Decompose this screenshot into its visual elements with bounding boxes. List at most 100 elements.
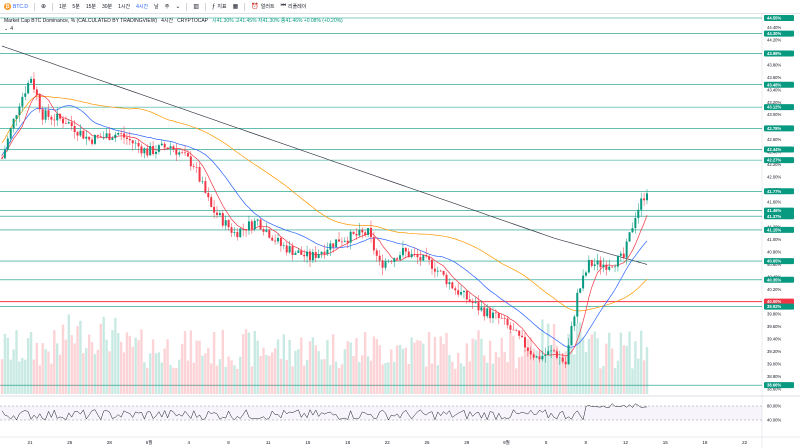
volume-bar <box>320 359 323 394</box>
volume-bar <box>157 352 161 394</box>
volume-bar <box>180 343 184 394</box>
price-level-badge <box>764 258 794 265</box>
candle-body <box>399 255 402 260</box>
interval-week[interactable]: 주 <box>164 4 170 10</box>
candle-body <box>268 229 271 238</box>
candle-body <box>50 116 53 120</box>
volume-bar <box>122 352 126 394</box>
candle-body <box>584 272 587 276</box>
candle-body <box>573 316 576 326</box>
price-tick-label: 41.20% <box>767 224 781 229</box>
candle-body <box>355 233 358 236</box>
volume-bar <box>355 338 358 394</box>
replay-label: 리플레이 <box>287 4 307 10</box>
candle-body <box>201 181 204 182</box>
volume-bar <box>570 334 573 394</box>
volume-bar <box>87 334 91 394</box>
chevron-down-icon[interactable]: ⌄ <box>175 4 181 10</box>
candle-body <box>192 166 195 167</box>
volume-bar <box>76 326 79 394</box>
candle-body <box>99 136 102 138</box>
candle-body <box>404 247 407 252</box>
candle-body <box>521 335 524 338</box>
candle-body <box>247 221 250 231</box>
price-level-badge <box>764 226 794 233</box>
candle-body <box>160 143 163 146</box>
price-tick-label: 43.40% <box>767 87 781 92</box>
candle-body <box>82 130 85 139</box>
volume-bar <box>128 335 132 394</box>
volume-bar <box>372 336 376 394</box>
candlestick-icon[interactable]: ▥ <box>193 4 200 10</box>
legend-title: Market Cap BTC Dominance, % (CALCULATED … <box>4 17 158 24</box>
volume-bar <box>134 337 137 394</box>
candle-body <box>175 149 178 155</box>
candle-body <box>189 156 192 167</box>
candle-body <box>152 146 155 155</box>
alert-button[interactable]: ⏰ 얼러트 <box>251 3 274 10</box>
oscillator-line <box>1 403 648 421</box>
interval-1m[interactable]: 1분 <box>59 4 67 10</box>
price-tick-label: 40.60% <box>767 262 781 267</box>
chart-area[interactable]: 44.40%44.20%44.00%43.80%43.60%43.40%43.2… <box>0 14 800 448</box>
candle-body <box>628 232 631 242</box>
candle-body <box>213 206 216 213</box>
volume-bar <box>454 368 457 394</box>
candle-body <box>555 351 558 358</box>
candle-body <box>433 268 436 272</box>
price-chart[interactable]: 44.40%44.20%44.00%43.80%43.60%43.40%43.2… <box>0 14 800 448</box>
interval-day[interactable]: 날 <box>154 4 159 10</box>
grid-icon[interactable]: ▦ <box>232 4 239 10</box>
indicators-button[interactable]: ƒ 지표 <box>212 3 227 11</box>
candle-body <box>15 115 18 119</box>
replay-button[interactable]: ⏮ 리플레이 <box>281 3 307 10</box>
candle-body <box>500 318 503 319</box>
volume-bar <box>332 334 335 394</box>
time-axis-label: 5 <box>545 440 548 445</box>
volume-bar <box>207 347 210 394</box>
candle-body <box>59 113 62 119</box>
symbol-selector[interactable]: ₿ BTC.D <box>4 3 28 10</box>
candle-body <box>523 337 526 348</box>
volume-bar <box>178 359 181 394</box>
interval-1h[interactable]: 1시간 <box>118 4 131 10</box>
volume-bar <box>602 366 605 394</box>
volume-bar <box>486 362 489 394</box>
volume-bar <box>291 366 294 394</box>
volume-bar <box>12 349 15 394</box>
candle-body <box>346 240 349 243</box>
candle-body <box>186 153 189 157</box>
time-axis-label: 11 <box>266 440 271 445</box>
candle-body <box>372 237 375 251</box>
price-tick-label: 40.40% <box>767 274 781 279</box>
price-tick-label: 40.80% <box>767 249 781 254</box>
volume-bar <box>61 324 65 394</box>
candle-body <box>79 130 82 136</box>
volume-bar <box>204 353 207 394</box>
candle-body <box>314 251 317 258</box>
candle-body <box>157 145 160 152</box>
candle-body <box>317 254 320 258</box>
volume-bar <box>436 365 440 394</box>
candle-body <box>369 228 372 238</box>
candle-body <box>622 253 625 258</box>
interval-30m[interactable]: 30분 <box>101 4 113 10</box>
candle-body <box>274 240 277 242</box>
candle-body <box>35 89 38 95</box>
volume-bar <box>233 365 236 394</box>
price-tick-label: 43.20% <box>767 100 781 105</box>
price-level-label: 42.78% <box>767 126 781 131</box>
volume-bar <box>151 339 155 394</box>
volume-bar <box>239 356 242 394</box>
interval-15m[interactable]: 15분 <box>85 4 96 10</box>
candle-body <box>587 259 590 273</box>
candle-body <box>149 146 152 156</box>
interval-5m[interactable]: 5분 <box>72 4 80 10</box>
candle-body <box>210 197 213 207</box>
interval-4h[interactable]: 4시간 <box>136 4 149 10</box>
candle-body <box>422 255 425 261</box>
plus-circle-icon[interactable]: ⊕ <box>41 4 47 10</box>
candle-body <box>532 354 535 358</box>
volume-bar <box>552 324 556 394</box>
legend-indicators-toggle[interactable]: ⌄ 4 <box>4 26 13 32</box>
